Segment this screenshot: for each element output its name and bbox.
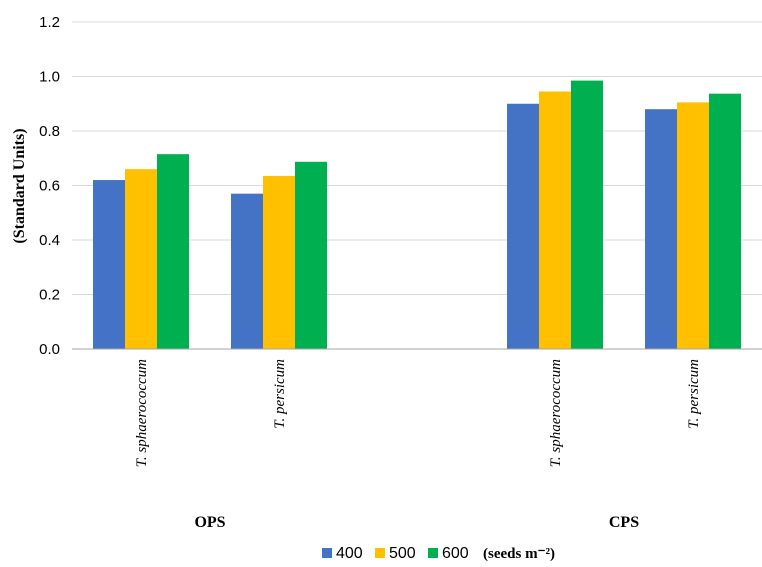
y-tick-label: 0.6 bbox=[39, 178, 60, 195]
bar-400 bbox=[507, 103, 539, 349]
bar-500 bbox=[263, 175, 295, 349]
category-labels: T. sphaerococcum T. persicum T. sphaerococ… bbox=[134, 359, 702, 467]
legend: 400 500 600 (seeds m⁻²) bbox=[322, 545, 555, 562]
legend-swatch bbox=[428, 548, 438, 558]
group-label: CPS bbox=[609, 514, 639, 531]
bar-400 bbox=[231, 193, 263, 349]
y-tick-label: 1.0 bbox=[39, 69, 60, 86]
bar-600 bbox=[571, 80, 603, 350]
category-label: T. persicum bbox=[686, 359, 702, 429]
bar-600 bbox=[157, 154, 189, 349]
y-tick-label: 0.4 bbox=[39, 232, 60, 249]
legend-label: 400 bbox=[336, 545, 363, 562]
bar-400 bbox=[93, 180, 125, 349]
bars bbox=[93, 80, 741, 350]
category-label: T. sphaerococcum bbox=[548, 359, 564, 467]
bar-400 bbox=[645, 109, 677, 349]
y-tick-label: 0.2 bbox=[39, 287, 60, 304]
category-label: T. persicum bbox=[272, 359, 288, 429]
y-tick-label: 0.8 bbox=[39, 123, 60, 140]
y-tick-label: 0.0 bbox=[39, 341, 60, 358]
legend-swatch bbox=[322, 548, 332, 558]
y-tick-labels: 0.0 0.2 0.4 0.6 0.8 1.0 1.2 bbox=[39, 14, 60, 358]
legend-swatch bbox=[375, 548, 385, 558]
group-label: OPS bbox=[194, 514, 225, 531]
bar-600 bbox=[295, 161, 327, 349]
legend-label: 600 bbox=[442, 545, 469, 562]
group-labels: OPS CPS bbox=[194, 514, 639, 531]
bar-500 bbox=[125, 169, 157, 349]
bar-500 bbox=[539, 91, 571, 350]
legend-unit: (seeds m⁻²) bbox=[483, 546, 555, 562]
y-tick-label: 1.2 bbox=[39, 14, 60, 31]
legend-label: 500 bbox=[389, 545, 416, 562]
y-axis-label: (Standard Units) bbox=[11, 128, 28, 243]
category-label: T. sphaerococcum bbox=[134, 359, 150, 467]
bar-600 bbox=[709, 93, 741, 349]
bar-500 bbox=[677, 102, 709, 349]
